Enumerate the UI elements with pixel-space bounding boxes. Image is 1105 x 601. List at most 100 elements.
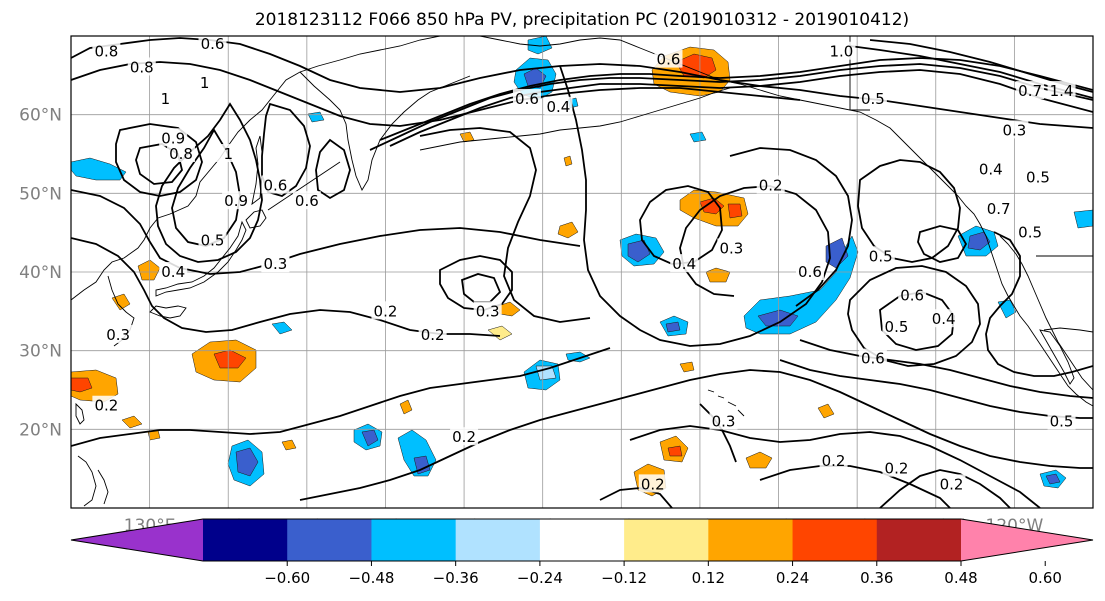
pc-blob <box>817 403 835 419</box>
colorbar-segment <box>203 519 288 561</box>
pv-contour <box>71 61 801 127</box>
coastline-hawaii <box>707 389 745 417</box>
contour-label-text: 0.6 <box>861 350 885 368</box>
pv-contour <box>439 255 513 311</box>
pv-contour <box>389 69 1093 147</box>
colorbar-extend-low <box>71 519 203 561</box>
contour-label-text: 0.6 <box>295 192 319 210</box>
contour-label-text: 0.2 <box>94 397 118 415</box>
contour-label-backdrop <box>159 262 188 280</box>
contour-label: 0.9 <box>159 128 188 147</box>
contour-label: 0.5 <box>1023 167 1052 187</box>
contour-label: 0.6 <box>261 175 290 194</box>
contour-label: 0.6 <box>898 285 927 305</box>
contour-label-backdrop <box>827 41 856 60</box>
positive-anomaly-blobs <box>71 46 835 497</box>
contour-label-text: 0.3 <box>106 326 130 344</box>
pv-contour <box>71 347 611 447</box>
colorbar-tick-label: −0.12 <box>601 569 647 587</box>
contour-label: 0.3 <box>1000 120 1029 139</box>
colorbar-segment <box>624 519 709 561</box>
colorbar-tick-label: −0.48 <box>348 569 394 587</box>
contour-label-backdrop <box>418 324 447 343</box>
latitude-tick-label: 50°N <box>19 184 62 204</box>
contour-label-text: 0.5 <box>861 90 885 108</box>
contour-label-text: 0.2 <box>421 326 445 344</box>
contour-label-backdrop <box>882 317 911 336</box>
colorbar: −0.60 −0.48 −0.36 −0.24 −0.12 0.12 0.24 0.36 0.4… <box>70 518 1094 587</box>
contour-label-backdrop <box>92 395 121 414</box>
pc-blob <box>705 267 731 283</box>
contour-label-backdrop <box>261 254 290 273</box>
contour-label-backdrop <box>976 159 1005 178</box>
contour-label-backdrop <box>638 474 667 493</box>
coastline-taiwan <box>75 402 85 425</box>
contour-label-backdrop <box>261 175 290 194</box>
contour-label-text: 0.8 <box>169 145 193 163</box>
contour-label-text: 0.5 <box>869 247 893 265</box>
pv-contour <box>379 57 1093 141</box>
coastline-hokkaido <box>245 209 267 229</box>
contour-label: 0.4 <box>976 159 1005 179</box>
contour-label-text: 0.5 <box>201 232 225 250</box>
contour-label-backdrop <box>127 57 156 76</box>
contour-label: 0.2 <box>371 301 400 320</box>
pc-blob <box>745 451 773 469</box>
contour-label: 1.0 <box>827 41 856 61</box>
contour-label-backdrop <box>1016 81 1045 100</box>
contour-label-text: 0.2 <box>822 452 846 470</box>
pc-blob <box>71 377 93 393</box>
pv-contour <box>261 102 311 197</box>
contour-label-text: 0.6 <box>515 90 539 108</box>
pc-blob <box>627 239 651 263</box>
contour-label: 0.9 <box>222 191 251 210</box>
pc-blob <box>743 235 859 335</box>
contour-label: 0.3 <box>473 301 502 320</box>
contour-label-text: 0.8 <box>94 43 118 61</box>
pv-contour <box>879 469 1011 508</box>
contour-label-backdrop <box>214 144 243 162</box>
contour-label-text: 0.4 <box>161 263 185 281</box>
contour-label-backdrop <box>292 191 321 210</box>
contour-label-text: 0.2 <box>452 428 476 446</box>
border-us-mex <box>1043 327 1093 333</box>
coastline-kamchatka <box>299 71 471 191</box>
contour-label: 0.6 <box>292 191 321 210</box>
colorbar-tick-label: 0.60 <box>1029 569 1062 587</box>
pc-blob <box>679 361 695 373</box>
contour-label-text: 0.5 <box>1050 412 1074 430</box>
pc-blob <box>967 231 991 251</box>
pc-blob <box>825 237 849 269</box>
contour-label-backdrop <box>756 175 785 194</box>
contour-label-text: 1 <box>223 145 233 163</box>
pc-blob <box>71 157 127 181</box>
coastline-alaska <box>479 36 1093 407</box>
contour-label-text: 0.3 <box>1002 121 1026 139</box>
contour-label-text: 0.6 <box>201 35 225 53</box>
contour-label-backdrop <box>670 254 699 273</box>
contour-label: 0.7 <box>1016 81 1045 100</box>
contour-label: 0.6 <box>795 262 824 281</box>
coastline-kurils <box>267 161 341 211</box>
contour-label: 0.3 <box>104 324 133 344</box>
contour-label: 0.6 <box>198 35 227 53</box>
pc-blob <box>361 429 379 447</box>
contour-label: 0.6 <box>512 88 541 108</box>
colorbar-extend-high <box>961 519 1093 561</box>
pc-blob <box>459 131 475 143</box>
contour-label: 0.7 <box>984 199 1013 218</box>
map-panel: 0.80.60.8110.910.80.90.60.60.50.40.30.30… <box>19 35 1094 536</box>
coastline-philippines <box>77 455 109 507</box>
border-alaska <box>849 36 870 111</box>
pc-blob <box>689 131 707 143</box>
coastline-west-na <box>999 235 1093 391</box>
contour-label: 0.4 <box>670 254 699 273</box>
contour-label-text: 0.3 <box>712 412 736 430</box>
colorbar-tick-label: −0.60 <box>264 569 310 587</box>
contour-label-text: 0.2 <box>641 475 665 493</box>
contour-label-text: 0.6 <box>900 287 924 305</box>
contour-label-text: 0.6 <box>657 51 681 69</box>
contour-label-text: 1.0 <box>830 43 854 61</box>
contour-label: 0.5 <box>1016 222 1045 242</box>
